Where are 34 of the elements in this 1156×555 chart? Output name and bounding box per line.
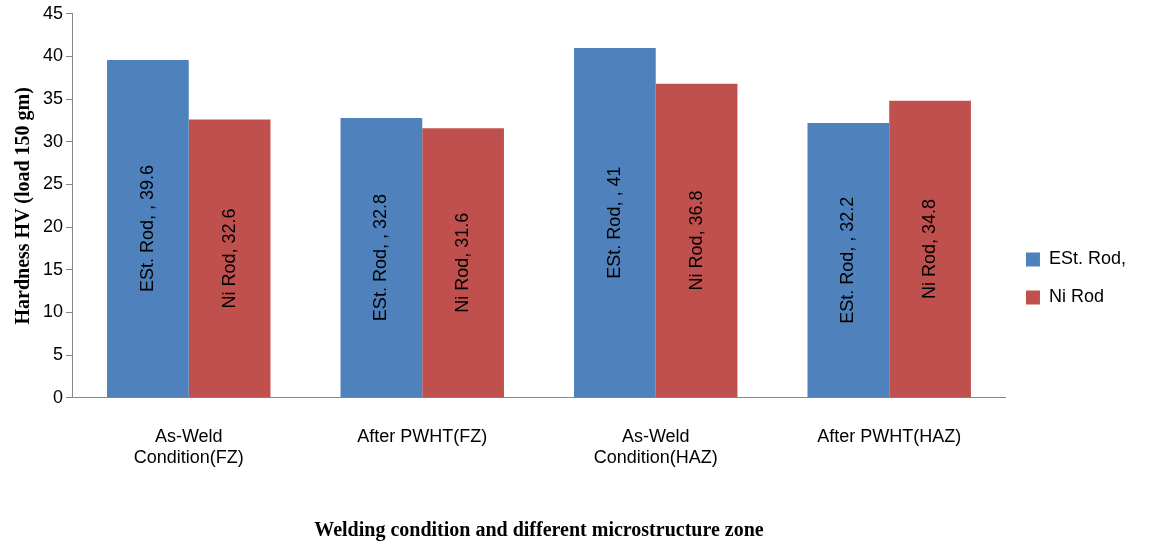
x-tick-label: After PWHT(FZ) <box>357 425 488 446</box>
data-label: ESt. Rod, , 39.6 <box>136 165 157 293</box>
bar <box>889 100 971 398</box>
bar <box>107 59 189 398</box>
bar <box>574 47 656 398</box>
y-tick-label: 0 <box>53 386 64 407</box>
y-tick-label: 45 <box>42 2 64 23</box>
y-tick-label: 20 <box>42 216 64 237</box>
bar <box>807 123 890 398</box>
y-tick-label: 10 <box>42 301 64 322</box>
y-axis-title: Hardness HV (load 150 gm) <box>11 87 35 325</box>
x-tick-label: As-Weld Condition(HAZ) <box>593 425 718 468</box>
y-tick-label: 25 <box>42 173 64 194</box>
data-label: ESt. Rod, , 41 <box>603 166 624 279</box>
y-tick-label: 15 <box>42 258 64 279</box>
x-tick-label: After PWHT(HAZ) <box>817 425 962 446</box>
bar <box>340 117 423 398</box>
x-axis-title: Welding condition and different microstructure zone <box>314 518 764 542</box>
x-tick-label: As-Weld Condition(FZ) <box>133 425 244 468</box>
data-label: Ni Rod, 31.6 <box>452 212 473 313</box>
legend-label: ESt. Rod, <box>1048 248 1127 269</box>
y-tick-label: 40 <box>42 45 64 66</box>
data-label: ESt. Rod, , 32.2 <box>837 196 858 324</box>
y-tick-label: 30 <box>42 130 64 151</box>
data-label: Ni Rod, 32.6 <box>218 208 239 309</box>
data-label: ESt. Rod, , 32.8 <box>370 194 391 322</box>
bar <box>655 83 738 398</box>
y-tick-label: 35 <box>42 88 64 109</box>
bar <box>422 128 504 398</box>
y-tick-label: 5 <box>53 344 64 365</box>
data-label: Ni Rod, 36.8 <box>685 190 706 291</box>
bar <box>188 119 271 398</box>
legend-label: Ni Rod <box>1048 286 1104 307</box>
data-label: Ni Rod, 34.8 <box>919 199 940 300</box>
